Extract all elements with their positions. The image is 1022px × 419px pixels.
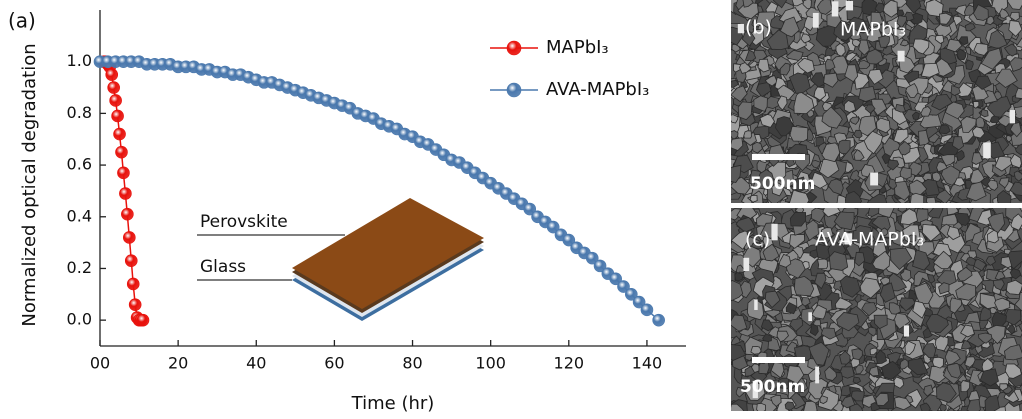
sem-texture: [731, 208, 1022, 411]
scale-label: 500nm: [750, 174, 815, 194]
panel-label: (b): [745, 17, 772, 39]
legend-label: AVA-MAPbI₃: [546, 79, 649, 100]
x-tick-label: 60: [324, 354, 344, 373]
scale-bar: [752, 154, 805, 160]
data-point: [625, 288, 638, 301]
data-point: [609, 272, 622, 286]
data-point: [119, 187, 132, 200]
data-point: [123, 231, 136, 244]
data-point: [107, 81, 120, 94]
y-tick-label: 0.4: [67, 206, 92, 225]
data-point: [593, 259, 607, 273]
data-point: [111, 109, 124, 123]
data-point: [121, 207, 134, 221]
data-point: [124, 254, 138, 268]
data-point: [126, 277, 140, 291]
data-point: [109, 94, 122, 107]
x-tick-label: 140: [632, 354, 663, 373]
legend-marker: [506, 40, 522, 56]
y-tick-label: 0.0: [67, 310, 92, 329]
data-point: [136, 313, 150, 327]
annotation: Glass: [200, 257, 246, 277]
y-tick-label: 1.0: [67, 51, 92, 70]
y-tick-label: 0.2: [67, 258, 92, 277]
x-tick-label: 100: [475, 354, 506, 373]
x-tick-label: 120: [554, 354, 585, 373]
data-point: [115, 145, 128, 159]
data-point: [652, 313, 665, 327]
legend-marker: [506, 82, 522, 98]
data-point: [585, 251, 599, 265]
image-title: MAPbI₃: [840, 19, 906, 41]
sem-texture: [731, 0, 1022, 203]
panel-label: (a): [8, 9, 36, 33]
data-point: [562, 233, 576, 247]
x-tick-label: 80: [402, 354, 422, 373]
data-point: [117, 166, 130, 180]
x-tick-label: 20: [168, 354, 188, 373]
x-tick-label: 00: [90, 354, 110, 373]
data-point: [128, 298, 142, 311]
data-point: [105, 68, 119, 81]
y-axis-title: Normalized optical degradation: [19, 43, 40, 326]
y-tick-label: 0.8: [67, 103, 92, 122]
inset-slab: [197, 198, 484, 321]
legend-label: MAPbI₃: [546, 37, 609, 58]
data-point: [632, 295, 646, 309]
x-tick-label: 40: [246, 354, 266, 373]
data-point: [113, 127, 126, 141]
annotation: Perovskite: [200, 212, 288, 232]
panel-label: (c): [745, 229, 770, 251]
data-point: [640, 303, 654, 317]
data-point: [523, 202, 537, 216]
y-tick-label: 0.6: [67, 155, 92, 174]
scale-bar: [752, 357, 805, 363]
data-point: [546, 220, 560, 234]
data-point: [617, 280, 630, 293]
image-title: AVA-MAPbI₃: [815, 229, 924, 251]
scale-label: 500nm: [740, 377, 805, 397]
x-axis-title: Time (hr): [351, 393, 435, 414]
